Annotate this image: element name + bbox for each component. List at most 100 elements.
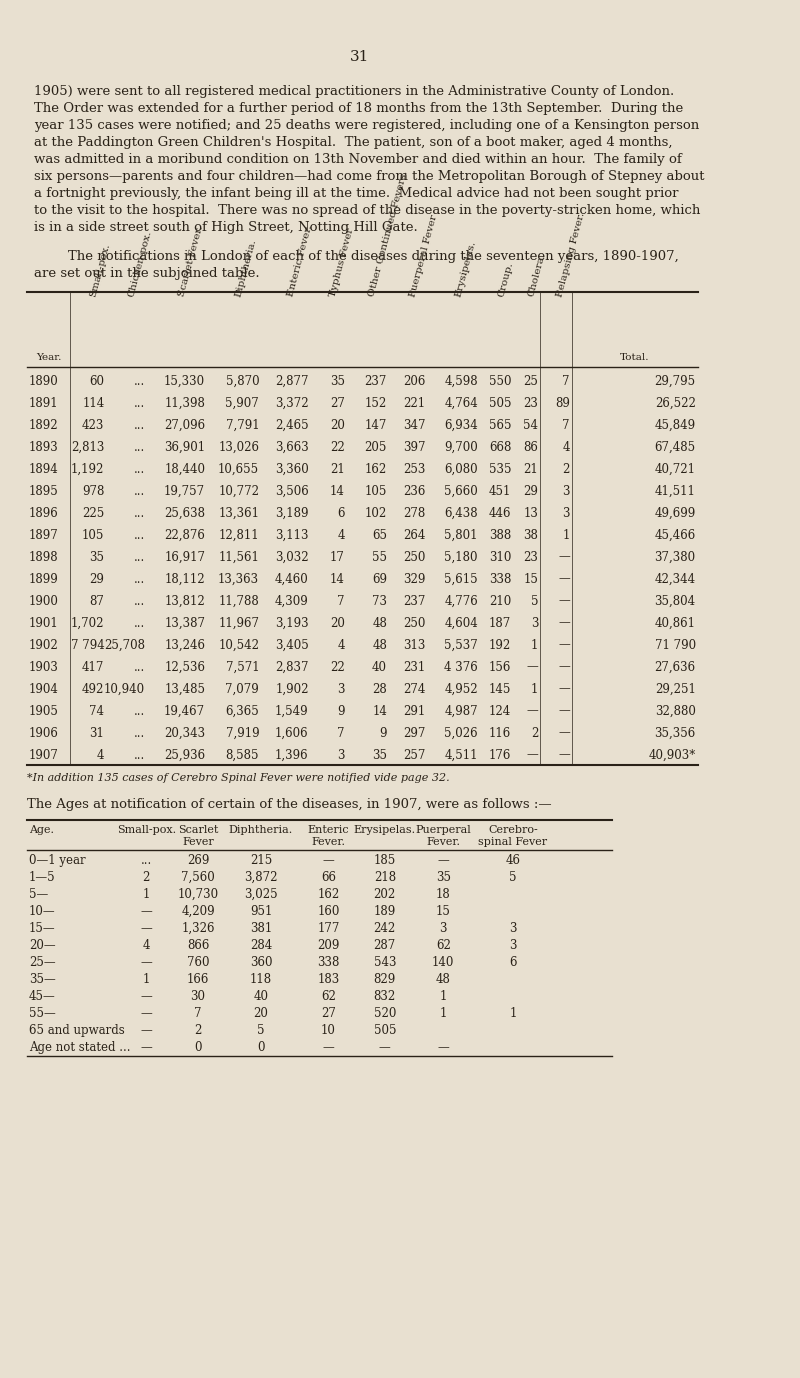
Text: Total.: Total.	[620, 353, 650, 362]
Text: 25,638: 25,638	[164, 507, 206, 520]
Text: Age not stated ...: Age not stated ...	[29, 1040, 130, 1054]
Text: 1: 1	[439, 989, 447, 1003]
Text: at the Paddington Green Children's Hospital.  The patient, son of a boot maker, : at the Paddington Green Children's Hospi…	[34, 136, 673, 149]
Text: 48: 48	[372, 638, 387, 652]
Text: 210: 210	[489, 594, 511, 608]
Text: 10,655: 10,655	[218, 463, 259, 475]
Text: 145: 145	[489, 682, 511, 696]
Text: 27: 27	[330, 397, 345, 409]
Text: 46: 46	[506, 854, 521, 867]
Text: 9: 9	[379, 726, 387, 740]
Text: 3: 3	[338, 682, 345, 696]
Text: 13,026: 13,026	[218, 441, 259, 453]
Text: 42,344: 42,344	[654, 572, 696, 586]
Text: 12,811: 12,811	[218, 529, 259, 542]
Text: 866: 866	[187, 938, 210, 952]
Text: to the visit to the hospital.  There was no spread of the disease in the poverty: to the visit to the hospital. There was …	[34, 204, 701, 216]
Text: 565: 565	[489, 419, 511, 431]
Text: 20—: 20—	[29, 938, 55, 952]
Text: 166: 166	[187, 973, 210, 987]
Text: 29,795: 29,795	[654, 375, 696, 387]
Text: ...: ...	[134, 594, 145, 608]
Text: —: —	[558, 726, 570, 740]
Text: ...: ...	[134, 616, 145, 630]
Text: 13,387: 13,387	[164, 616, 206, 630]
Text: 4,460: 4,460	[275, 572, 309, 586]
Text: 87: 87	[90, 594, 105, 608]
Text: 4,209: 4,209	[182, 905, 215, 918]
Text: —: —	[558, 594, 570, 608]
Text: 3,372: 3,372	[275, 397, 309, 409]
Text: 20,343: 20,343	[164, 726, 206, 740]
Text: spinal Fever: spinal Fever	[478, 836, 547, 847]
Text: 35: 35	[90, 550, 105, 564]
Text: 45—: 45—	[29, 989, 55, 1003]
Text: 66: 66	[321, 871, 336, 885]
Text: 40: 40	[372, 660, 387, 674]
Text: 31: 31	[350, 50, 370, 63]
Text: 25,708: 25,708	[104, 638, 145, 652]
Text: 0—1 year: 0—1 year	[29, 854, 86, 867]
Text: Diphtheria.: Diphtheria.	[234, 238, 258, 298]
Text: 15—: 15—	[29, 922, 55, 936]
Text: 1,396: 1,396	[275, 748, 309, 762]
Text: 2: 2	[194, 1024, 202, 1038]
Text: —: —	[526, 660, 538, 674]
Text: 15: 15	[523, 572, 538, 586]
Text: 2,465: 2,465	[275, 419, 309, 431]
Text: 105: 105	[365, 485, 387, 497]
Text: 1,326: 1,326	[182, 922, 214, 936]
Text: 225: 225	[82, 507, 105, 520]
Text: 10—: 10—	[29, 905, 55, 918]
Text: 25,936: 25,936	[164, 748, 206, 762]
Text: 5: 5	[530, 594, 538, 608]
Text: 3,405: 3,405	[275, 638, 309, 652]
Text: 12,536: 12,536	[164, 660, 206, 674]
Text: 15,330: 15,330	[164, 375, 206, 387]
Text: 381: 381	[250, 922, 272, 936]
Text: 21: 21	[330, 463, 345, 475]
Text: 105: 105	[82, 529, 105, 542]
Text: 35: 35	[330, 375, 345, 387]
Text: 176: 176	[489, 748, 511, 762]
Text: 1900: 1900	[29, 594, 58, 608]
Text: 505: 505	[374, 1024, 396, 1038]
Text: Erysipelas.: Erysipelas.	[454, 240, 478, 298]
Text: 338: 338	[318, 956, 340, 969]
Text: Fever: Fever	[182, 836, 214, 847]
Text: ...: ...	[134, 660, 145, 674]
Text: ...: ...	[134, 704, 145, 718]
Text: 36,901: 36,901	[164, 441, 206, 453]
Text: 3: 3	[510, 938, 517, 952]
Text: is in a side street south of High Street, Notting Hill Gate.: is in a side street south of High Street…	[34, 220, 418, 234]
Text: six persons—parents and four children—had come from the Metropolitan Borough of : six persons—parents and four children—ha…	[34, 169, 705, 183]
Text: 31: 31	[90, 726, 105, 740]
Text: 11,561: 11,561	[218, 550, 259, 564]
Text: 187: 187	[489, 616, 511, 630]
Text: 1: 1	[142, 973, 150, 987]
Text: 520: 520	[374, 1007, 396, 1020]
Text: 19,757: 19,757	[164, 485, 206, 497]
Text: —: —	[526, 748, 538, 762]
Text: Age.: Age.	[29, 825, 54, 835]
Text: 14: 14	[330, 485, 345, 497]
Text: 313: 313	[403, 638, 426, 652]
Text: 360: 360	[250, 956, 272, 969]
Text: 6,934: 6,934	[444, 419, 478, 431]
Text: 3,663: 3,663	[275, 441, 309, 453]
Text: 284: 284	[250, 938, 272, 952]
Text: 250: 250	[403, 550, 426, 564]
Text: 35: 35	[436, 871, 450, 885]
Text: 1899: 1899	[29, 572, 58, 586]
Text: Fever.: Fever.	[426, 836, 460, 847]
Text: 550: 550	[489, 375, 511, 387]
Text: 978: 978	[82, 485, 105, 497]
Text: 3,113: 3,113	[275, 529, 309, 542]
Text: 7: 7	[562, 419, 570, 431]
Text: 347: 347	[403, 419, 426, 431]
Text: 27,636: 27,636	[654, 660, 696, 674]
Text: 1: 1	[531, 682, 538, 696]
Text: 7: 7	[194, 1007, 202, 1020]
Text: 2,837: 2,837	[275, 660, 309, 674]
Text: 30: 30	[190, 989, 206, 1003]
